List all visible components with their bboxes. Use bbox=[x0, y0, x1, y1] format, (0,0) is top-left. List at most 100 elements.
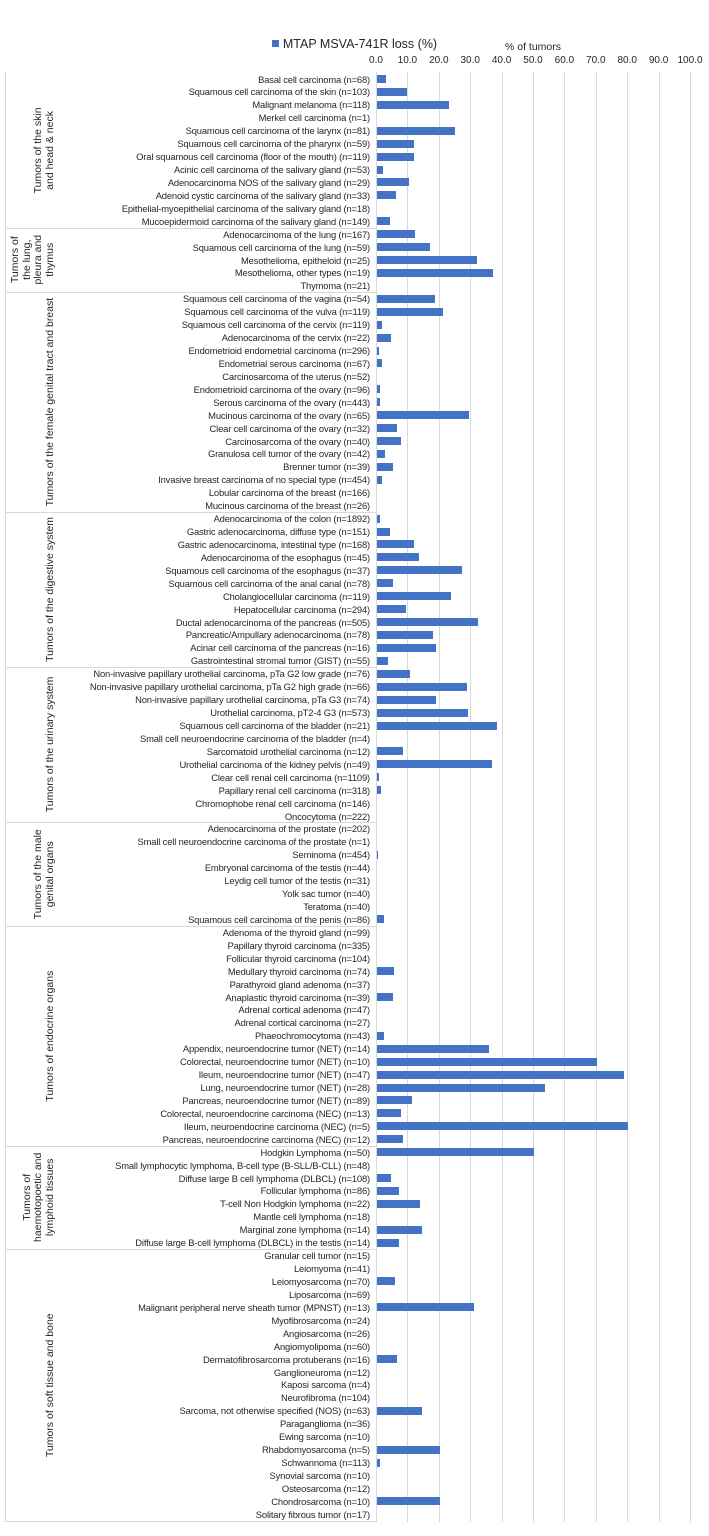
category-label: Gastric adenocarcinoma, diffuse type (n=… bbox=[186, 526, 370, 538]
category-label: Myofibrosarcoma (n=24) bbox=[271, 1314, 370, 1326]
x-tick-label: 10.0 bbox=[397, 55, 418, 66]
category-label: Squamous cell carcinoma of the skin (n=1… bbox=[188, 86, 371, 98]
bar bbox=[377, 1057, 597, 1066]
category-label: Schwannoma (n=113) bbox=[281, 1457, 370, 1468]
category-label: Marginal zone lymphoma (n=14) bbox=[239, 1224, 371, 1236]
category-label: Neurofibroma (n=104) bbox=[281, 1392, 370, 1404]
category-label: Pancreas, neuroendocrine tumor (NET) (n=… bbox=[182, 1094, 370, 1106]
category-label: Sarcomatoid urothelial carcinoma (n=12) bbox=[206, 745, 370, 757]
group-separator bbox=[5, 925, 376, 927]
category-label: Squamous cell carcinoma of the cervix (n… bbox=[181, 319, 370, 331]
gridline bbox=[470, 72, 472, 1522]
bar bbox=[377, 967, 394, 976]
group-label-line: and head & neck bbox=[43, 110, 56, 190]
category-label: Leiomyosarcoma (n=70) bbox=[271, 1275, 370, 1287]
group-separator bbox=[5, 512, 376, 514]
bar bbox=[377, 1445, 440, 1454]
bar bbox=[377, 786, 382, 795]
category-label: Urothelial carcinoma, pT2-4 G3 (n=573) bbox=[210, 707, 370, 719]
category-label: Pancreatic/Ampullary adenocarcinoma (n=7… bbox=[185, 629, 370, 641]
bar bbox=[377, 1044, 490, 1053]
bar bbox=[377, 75, 387, 83]
category-label: Squamous cell carcinoma of the larynx (n… bbox=[185, 125, 371, 137]
category-label: Urothelial carcinoma of the kidney pelvi… bbox=[179, 758, 370, 770]
group-label-text: Tumors of the female genital tract and b… bbox=[44, 298, 59, 507]
gridline bbox=[564, 72, 566, 1522]
group-label-line: lymphoid tissues bbox=[43, 1158, 56, 1237]
category-label: Granular cell tumor (n=15) bbox=[264, 1250, 370, 1262]
category-label: Adrenal cortical carcinoma (n=27) bbox=[234, 1017, 371, 1029]
x-tick-label: 80.0 bbox=[617, 55, 637, 66]
group-label-text: Tumors of the digestive system bbox=[44, 517, 59, 662]
group-label-line: thymus bbox=[43, 243, 56, 277]
category-label: Osteosarcoma (n=12) bbox=[281, 1482, 370, 1494]
bar bbox=[377, 307, 443, 316]
category-label: Oncocytoma (n=222) bbox=[284, 810, 370, 822]
x-tick-label: 60.0 bbox=[554, 55, 575, 66]
bar bbox=[377, 1083, 546, 1092]
category-label: Lobular carcinoma of the breast (n=166) bbox=[208, 487, 370, 499]
category-label: Carcinosarcoma of the ovary (n=40) bbox=[225, 435, 370, 447]
x-tick-label: 70.0 bbox=[586, 55, 606, 66]
bar bbox=[377, 178, 410, 187]
bar bbox=[377, 217, 390, 226]
category-label: Granulosa cell tumor of the ovary (n=42) bbox=[207, 448, 370, 460]
plot-left-border bbox=[5, 72, 6, 1522]
category-label: Squamous cell carcinoma of the pharynx (… bbox=[177, 138, 370, 150]
category-label: Non-invasive papillary urothelial carcin… bbox=[89, 681, 370, 693]
gridline bbox=[438, 72, 440, 1522]
category-label: Colorectal, neuroendocrine tumor (NET) (… bbox=[180, 1056, 370, 1068]
category-label: Endometrioid endometrial carcinoma (n=29… bbox=[188, 345, 370, 357]
category-label: Adrenal cortical adenoma (n=47) bbox=[238, 1004, 370, 1016]
category-label: Malignant peripheral nerve sheath tumor … bbox=[138, 1301, 370, 1313]
category-label: Solitary fibrous tumor (n=17) bbox=[255, 1508, 370, 1520]
bar bbox=[377, 398, 381, 407]
bar bbox=[377, 850, 378, 859]
category-label: Chondrosarcoma (n=10) bbox=[271, 1495, 370, 1507]
category-label: Embryonal carcinoma of the testis (n=44) bbox=[204, 862, 370, 874]
category-label: Leiomyoma (n=41) bbox=[293, 1263, 370, 1275]
bar bbox=[377, 449, 385, 458]
category-label: Endometrial serous carcinoma (n=67) bbox=[218, 357, 370, 369]
group-label: Tumors of the skin and head & neck bbox=[6, 73, 58, 228]
category-label: Clear cell carcinoma of the ovary (n=32) bbox=[209, 422, 371, 434]
bar bbox=[377, 294, 436, 303]
bar bbox=[377, 605, 406, 614]
group-label-line: Tumors of the male bbox=[32, 829, 44, 920]
bar bbox=[377, 760, 493, 769]
bar bbox=[377, 1174, 392, 1183]
category-label: Teratoma (n=40) bbox=[303, 901, 370, 913]
category-label: Parathyroid gland adenoma (n=37) bbox=[229, 978, 371, 990]
bar bbox=[377, 1031, 385, 1040]
category-label: Rhabdomyosarcoma (n=5) bbox=[262, 1444, 370, 1456]
legend-swatch bbox=[271, 40, 279, 47]
category-label: Squamous cell carcinoma of the esophagus… bbox=[165, 564, 370, 576]
x-tick-label: 40.0 bbox=[491, 55, 512, 66]
group-label-text: Tumors of haemotopoetic and lymphoid tissu… bbox=[21, 1153, 59, 1242]
bar bbox=[377, 256, 478, 265]
bar bbox=[377, 359, 382, 368]
group-separator bbox=[5, 292, 376, 294]
bar bbox=[377, 630, 434, 639]
category-label: Follicular lymphoma (n=86) bbox=[260, 1185, 371, 1197]
gridline bbox=[533, 72, 534, 1522]
group-separator bbox=[5, 822, 376, 824]
category-label: Anaplastic thyroid carcinoma (n=39) bbox=[225, 991, 370, 1003]
category-label: Merkel cell carcinoma (n=1) bbox=[258, 112, 371, 124]
category-label: Lung, neuroendocrine tumor (NET) (n=28) bbox=[200, 1082, 370, 1094]
category-label: Small cell neuroendocrine carcinoma of t… bbox=[137, 836, 371, 848]
bar bbox=[377, 333, 392, 342]
bar bbox=[377, 579, 393, 588]
group-label-line: Tumors of the urinary system bbox=[43, 677, 56, 813]
category-label: Clear cell renal cell carcinoma (n=1109) bbox=[211, 771, 370, 783]
category-label: Squamous cell carcinoma of the lung (n=5… bbox=[192, 241, 371, 253]
category-label: Squamous cell carcinoma of the vagina (n… bbox=[183, 293, 370, 305]
category-label: Leydig cell tumor of the testis (n=31) bbox=[224, 875, 370, 887]
category-label: Acinic cell carcinoma of the salivary gl… bbox=[174, 164, 370, 175]
group-label: Tumors of the male genital organs bbox=[6, 822, 58, 925]
bar bbox=[377, 592, 451, 601]
category-label: Carcinosarcoma of the uterus (n=52) bbox=[222, 370, 370, 382]
group-label-text: Tumors of endocrine organs bbox=[44, 970, 59, 1101]
bar bbox=[377, 1277, 395, 1286]
category-label: Mucinous carcinoma of the ovary (n=65) bbox=[208, 409, 370, 421]
